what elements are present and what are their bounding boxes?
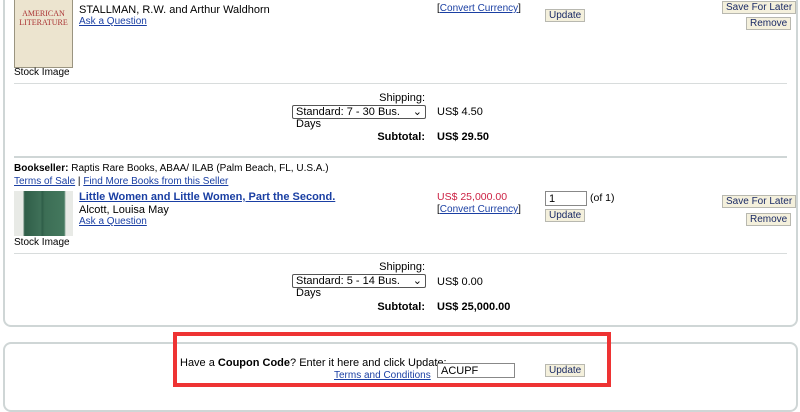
book-title-link[interactable]: Little Women and Little Women, Part the …	[79, 191, 336, 203]
terms-of-sale-link[interactable]: Terms of Sale	[14, 176, 76, 187]
subtotal-label: Subtotal:	[377, 301, 425, 313]
convert-currency[interactable]: [Convert Currency]	[437, 204, 521, 215]
stock-image-caption: Stock Image	[14, 237, 70, 248]
remove-button[interactable]: Remove	[746, 213, 792, 226]
save-for-later-button[interactable]: Save For Later	[722, 1, 797, 14]
shipping-select[interactable]: Standard: 5 - 14 Bus. Days ⌄	[292, 274, 426, 299]
shipping-label: Shipping:	[379, 92, 425, 104]
chevron-down-icon: ⌄	[412, 275, 422, 287]
save-for-later-button[interactable]: Save For Later	[722, 195, 797, 208]
shipping-label: Shipping:	[379, 261, 425, 273]
stock-image-caption: Stock Image	[14, 67, 70, 78]
more-books-link[interactable]: Find More Books from this Seller	[83, 176, 229, 187]
seller-links: Terms of Sale | Find More Books from thi…	[14, 176, 229, 187]
shipping-option: Standard: 5 - 14 Bus. Days	[296, 275, 400, 299]
bookseller-info: Bookseller: Raptis Rare Books, ABAA/ ILA…	[14, 163, 329, 174]
item-author: Alcott, Louisa May	[79, 204, 169, 216]
subtotal-label: Subtotal:	[377, 131, 425, 143]
subtotal-value: US$ 25,000.00	[437, 301, 511, 313]
convert-currency-link[interactable]: Convert Currency	[439, 3, 519, 14]
quantity-input[interactable]	[545, 191, 587, 206]
cover-text: AMERICAN LITERATURE	[19, 9, 68, 27]
shipping-cost: US$ 0.00	[437, 276, 483, 288]
ask-question-link[interactable]: Ask a Question	[79, 16, 147, 27]
ask-question-link[interactable]: Ask a Question	[79, 216, 147, 227]
item-author: STALLMAN, R.W. and Arthur Waldhorn	[79, 4, 270, 16]
shipping-option: Standard: 7 - 30 Bus. Days	[296, 106, 400, 130]
seller-divider	[14, 156, 787, 158]
chevron-down-icon: ⌄	[412, 106, 422, 118]
coupon-prompt: Have a Coupon Code? Enter it here and cl…	[180, 357, 447, 369]
terms-conditions-link[interactable]: Terms and Conditions	[334, 370, 431, 381]
cart-panel	[3, 0, 798, 327]
quantity-of: (of 1)	[590, 192, 615, 204]
coupon-update-button[interactable]: Update	[545, 364, 586, 377]
divider	[14, 83, 787, 84]
update-button[interactable]: Update	[545, 209, 586, 222]
remove-button[interactable]: Remove	[746, 17, 792, 30]
convert-currency-link[interactable]: Convert Currency	[439, 204, 519, 215]
book-cover-image[interactable]	[14, 191, 73, 236]
book-cover-image[interactable]: AMERICAN LITERATURE	[14, 0, 73, 68]
highlight-box	[173, 332, 611, 387]
shipping-cost: US$ 4.50	[437, 106, 483, 118]
shipping-select[interactable]: Standard: 7 - 30 Bus. Days ⌄	[292, 105, 426, 130]
convert-currency[interactable]: [Convert Currency]	[437, 3, 521, 14]
item-price: US$ 25,000.00	[437, 191, 508, 203]
coupon-code-input[interactable]	[437, 363, 515, 378]
update-button[interactable]: Update	[545, 9, 586, 22]
divider	[14, 253, 787, 254]
subtotal-value: US$ 29.50	[437, 131, 489, 143]
